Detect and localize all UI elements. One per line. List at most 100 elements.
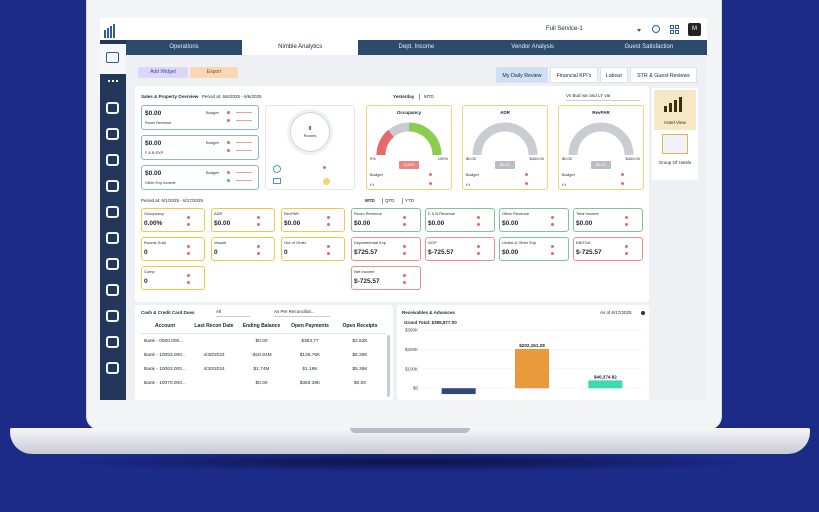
filter-select[interactable]: All <box>216 309 250 317</box>
status-dot <box>525 182 528 185</box>
sidebar <box>100 40 126 400</box>
sidebar-icon[interactable] <box>106 102 119 114</box>
bar <box>441 388 476 395</box>
sidebar-icon[interactable] <box>106 154 119 166</box>
status-dot <box>227 171 230 174</box>
sidebar-icon[interactable] <box>106 128 119 140</box>
action-button[interactable]: Export <box>190 67 238 78</box>
overview-toggle[interactable]: MTD <box>424 94 434 99</box>
status-dot <box>257 216 260 219</box>
kpi-value: 0 <box>144 249 148 256</box>
kpi-label: Undist & Other Exp <box>502 240 537 245</box>
sidebar-icon[interactable] <box>106 310 119 322</box>
review-tab[interactable]: STR & Guest Reviews <box>630 67 697 83</box>
kpi-label: Departmental Exp <box>354 240 387 245</box>
review-tab[interactable]: Financial KPI's <box>550 67 598 83</box>
period-toggle[interactable]: YTD <box>405 198 414 203</box>
status-dot <box>187 216 190 219</box>
kpi-card <box>141 237 205 261</box>
grid-icon[interactable] <box>675 30 679 34</box>
side-label[interactable]: Group Of Hotels <box>658 160 692 165</box>
mode-select[interactable]: As Per Reconciliat... <box>274 309 330 317</box>
status-dot <box>327 216 330 219</box>
rooms-value: 0 <box>308 126 312 132</box>
status-dot <box>625 223 628 226</box>
grid-icon[interactable] <box>670 30 674 34</box>
table-cell: -$10.84M <box>251 353 272 358</box>
sidebar-icon[interactable] <box>106 258 119 270</box>
period-toggle[interactable]: QTD <box>385 198 395 203</box>
status-dot <box>257 223 260 226</box>
budget-label: Budget <box>206 170 219 175</box>
grid-icon[interactable] <box>670 25 674 29</box>
search-icon[interactable] <box>652 25 660 33</box>
kpi-card <box>281 208 345 232</box>
tab[interactable]: Guest Satisfaction <box>624 44 674 50</box>
property-select[interactable]: Full Service-1 <box>546 26 583 32</box>
action-button[interactable]: Add Widget <box>138 67 188 78</box>
y-tick-label: $300K <box>405 328 418 333</box>
budget-label: Budget <box>562 172 575 177</box>
status-dot <box>227 141 230 144</box>
sidebar-icon[interactable] <box>106 232 119 244</box>
summary-card <box>141 165 259 190</box>
chart-icon-bar <box>664 106 667 112</box>
kpi-value: $-725.57 <box>354 278 380 285</box>
grid-icon[interactable] <box>675 25 679 29</box>
home-icon[interactable] <box>106 52 119 63</box>
tab[interactable]: Vendor Analysis <box>511 44 554 50</box>
tab[interactable]: Operations <box>169 44 199 50</box>
side-label[interactable]: Hotel View <box>664 120 686 125</box>
overview-toggle[interactable]: Yesterday <box>393 94 415 99</box>
laptop-shadow <box>60 452 760 472</box>
compare-select[interactable]: Vs Bud var and LY var <box>566 93 640 101</box>
avatar[interactable]: M <box>688 23 701 36</box>
gauge-max: $400.00 <box>529 156 544 161</box>
sidebar-icon[interactable] <box>106 206 119 218</box>
gauge-high <box>408 122 442 156</box>
status-dot <box>625 216 628 219</box>
period-toggle[interactable]: MTD <box>365 198 375 203</box>
rooms-ring <box>290 112 330 152</box>
column-header: Last Recon Date <box>194 323 234 329</box>
status-dot <box>621 173 624 176</box>
tab[interactable]: Nimble Analytics <box>242 40 359 55</box>
status-dot <box>327 252 330 255</box>
kpi-label: Rooms Sold <box>144 240 166 245</box>
kpi-card <box>351 266 421 290</box>
status-dot <box>525 173 528 176</box>
review-tab[interactable]: Labour <box>600 67 628 83</box>
kpi-value: $0.00 <box>428 220 445 227</box>
kpi-value: $-725.57 <box>428 249 454 256</box>
cash-title: Cash & Credit Card Dues <box>141 310 195 315</box>
kpi-value: $0.00 <box>284 220 301 227</box>
status-dot <box>477 216 480 219</box>
kpi-label: RevPAR <box>284 211 300 216</box>
budget-label: Budget <box>206 110 219 115</box>
tab[interactable]: Dept. Income <box>398 44 435 50</box>
kpi-label: Out of Order <box>284 240 307 245</box>
group-icon[interactable] <box>662 134 688 154</box>
status-dot <box>429 173 432 176</box>
table-cell <box>190 381 238 389</box>
sidebar-icon[interactable] <box>106 362 119 374</box>
budget-label: Budget <box>466 172 479 177</box>
ly-label: LY <box>562 182 567 187</box>
menu-dots <box>108 80 118 82</box>
sidebar-icon[interactable] <box>106 336 119 348</box>
period-label: Period at: 6/1/2025 - 6/17/2025 <box>141 198 204 203</box>
mini-line <box>236 180 252 181</box>
mini-line <box>236 172 252 173</box>
status-dot <box>551 223 554 226</box>
kpi-label: Vacant <box>214 240 227 245</box>
home-area <box>100 44 126 74</box>
table-cell: $369.38K <box>299 381 321 386</box>
gauge-title: RevPAR <box>592 110 610 115</box>
kpi-card <box>211 237 275 261</box>
sidebar-icon[interactable] <box>106 284 119 296</box>
mini-line <box>236 112 252 113</box>
overview-period: Period at: 6/6/2025 - 6/6/2025 <box>202 94 262 99</box>
logo-bar <box>104 30 106 38</box>
sidebar-icon[interactable] <box>106 180 119 192</box>
review-tab[interactable]: My Daily Review <box>496 67 548 83</box>
